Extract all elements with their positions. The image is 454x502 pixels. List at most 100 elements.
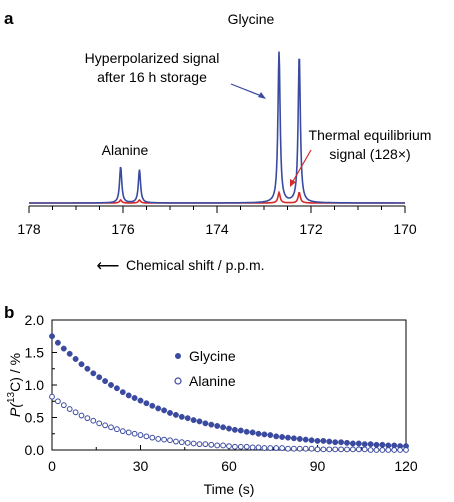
glycine-point [220, 424, 227, 431]
panel-a-letter: a [4, 9, 14, 28]
glycine-point [167, 410, 173, 416]
alanine-point [355, 446, 362, 453]
alanine-point [184, 439, 191, 446]
alanine-point [344, 446, 350, 453]
glycine-point [66, 350, 73, 357]
alanine-point [226, 443, 232, 450]
thermal-label-line2: signal (128×) [329, 146, 410, 162]
decay-y-label-superscript: 13 [6, 391, 17, 403]
decay-axis-ticks: 0 30 60 90 120 0.0 0.5 1.0 1.5 2.0 [25, 312, 418, 474]
decay-legend: Glycine Alanine [174, 348, 236, 389]
alanine-point [49, 393, 55, 400]
alanine-point [367, 447, 374, 453]
glycine-point [326, 438, 333, 445]
glycine-point [373, 441, 380, 448]
glycine-point [131, 395, 138, 401]
alanine-point [237, 443, 244, 450]
glycine-point [125, 392, 132, 399]
alanine-point [119, 428, 126, 435]
glycine-point [285, 434, 291, 441]
glycine-point [137, 397, 144, 404]
decay-x-tick-label: 30 [133, 458, 149, 474]
alanine-point [302, 445, 309, 452]
alanine-point [314, 446, 321, 453]
alanine-point [137, 432, 144, 438]
glycine-point [379, 441, 386, 448]
glycine-point [202, 420, 209, 427]
alanine-point [84, 415, 91, 422]
legend-alanine-label: Alanine [189, 373, 236, 389]
glycine-label: Glycine [228, 11, 275, 27]
glycine-point [172, 411, 179, 418]
alanine-point [72, 409, 79, 416]
glycine-point [155, 405, 162, 412]
decay-data-points [49, 333, 409, 453]
glycine-point [349, 440, 356, 447]
decay-x-tick-label: 0 [48, 458, 56, 474]
legend-alanine-marker [174, 377, 182, 385]
alanine-point [350, 446, 356, 453]
glycine-point [226, 425, 232, 432]
alanine-point [90, 417, 97, 424]
alanine-point [66, 406, 73, 412]
hyperpolarized-label-line2: after 16 h storage [97, 69, 207, 85]
decay-y-label-prefix: P( [7, 402, 23, 417]
alanine-point [108, 424, 114, 431]
alanine-point [391, 447, 398, 453]
nmr-x-axis-label: Chemical shift / p.p.m. [126, 257, 265, 273]
glycine-point [96, 374, 103, 381]
decay-x-tick-label: 90 [310, 458, 326, 474]
alanine-point [285, 445, 291, 452]
decay-y-tick-label: 0.5 [25, 410, 45, 426]
nmr-x-tick-label: 170 [393, 221, 417, 237]
glycine-point [113, 385, 120, 392]
glycine-point [208, 421, 215, 428]
alanine-point [214, 442, 221, 449]
alanine-point [60, 402, 67, 409]
glycine-point [90, 370, 97, 377]
nmr-x-tick-label: 174 [205, 221, 229, 237]
alanine-point [279, 445, 286, 451]
thermal-pointer-arrowhead [290, 179, 296, 187]
alanine-point [379, 447, 386, 453]
decay-y-label-suffix: C) / % [7, 353, 23, 392]
glycine-point [296, 436, 303, 442]
alanine-label: Alanine [102, 142, 149, 158]
alanine-point [102, 422, 108, 429]
glycine-point [143, 400, 150, 407]
alanine-point [208, 441, 215, 448]
alanine-point [291, 445, 297, 452]
glycine-point [149, 402, 156, 409]
alanine-point [149, 434, 156, 441]
thermal-spectrum-line [29, 190, 405, 204]
nmr-x-tick-label: 178 [17, 221, 41, 237]
glycine-point [178, 413, 185, 420]
hyperpolarized-pointer-arrowhead [258, 92, 266, 99]
glycine-point [84, 365, 91, 372]
alanine-point [249, 444, 256, 451]
glycine-point [237, 427, 244, 434]
alanine-point [267, 445, 274, 451]
glycine-point [261, 431, 268, 438]
alanine-point [125, 429, 132, 436]
chemical-shift-arrow: ⟵ [97, 258, 120, 275]
alanine-point [332, 446, 339, 453]
alanine-point [255, 444, 262, 451]
decay-y-axis-label: P(13C) / % [6, 353, 23, 417]
panel-a: a 178 176 174 172 170 Glycine Alanine Hyperp… [4, 9, 431, 275]
glycine-point [279, 434, 286, 440]
glycine-point [249, 429, 256, 436]
alanine-point [161, 436, 168, 443]
hyperpolarized-label-line1: Hyperpolarized signal [85, 50, 220, 66]
nmr-spectrum-lines [29, 51, 405, 204]
decay-x-tick-label: 60 [221, 458, 237, 474]
legend-glycine-marker [175, 353, 181, 359]
glycine-point [119, 389, 126, 396]
nmr-x-tick-label: 172 [299, 221, 323, 237]
alanine-point [78, 412, 85, 419]
glycine-point [273, 433, 280, 440]
alanine-point [296, 445, 303, 452]
alanine-point [308, 445, 315, 452]
alanine-point [167, 437, 173, 444]
